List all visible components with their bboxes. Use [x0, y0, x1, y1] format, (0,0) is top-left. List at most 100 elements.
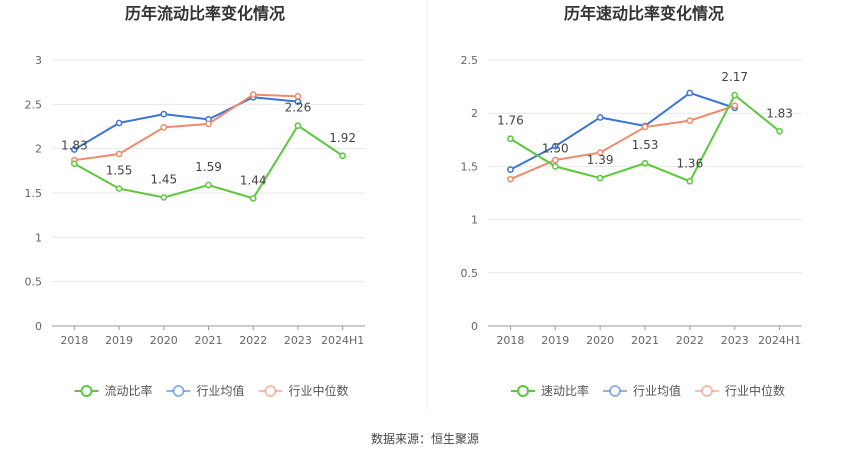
chart-title: 历年流动比率变化情况	[125, 4, 285, 23]
data-point	[551, 142, 559, 150]
series-line-2	[510, 104, 736, 181]
data-label: 1.44	[240, 173, 267, 187]
data-point	[686, 117, 694, 124]
y-tick-label: 0	[35, 320, 42, 333]
data-label: 2.17	[721, 70, 748, 84]
x-tick-label: 2024H1	[321, 334, 364, 347]
legend-marker	[80, 385, 93, 397]
y-tick-label: 0	[471, 320, 478, 333]
data-point	[596, 174, 604, 182]
data-label: 2.26	[285, 101, 312, 115]
data-label: 1.36	[676, 156, 703, 170]
data-label: 1.83	[766, 106, 793, 120]
data-label: 1.55	[106, 164, 133, 178]
data-label: 1.59	[195, 160, 222, 174]
x-tick-label: 2018	[496, 334, 524, 347]
data-point	[731, 91, 739, 99]
data-point	[551, 156, 559, 164]
data-point	[339, 152, 346, 160]
legend-label: 速动比率	[541, 383, 589, 398]
y-tick-label: 1.5	[461, 160, 479, 173]
data-point	[115, 119, 123, 127]
data-point	[249, 194, 257, 202]
data-point	[507, 166, 514, 173]
x-tick-label: 2018	[60, 334, 88, 347]
data-label: 1.39	[587, 153, 614, 167]
legend-item-2[interactable]: 行业中位数	[258, 383, 349, 398]
x-tick-label: 2021	[195, 334, 223, 347]
data-label: 1.76	[497, 114, 524, 128]
series-line-2	[74, 93, 298, 162]
x-tick-label: 2019	[541, 334, 569, 347]
x-tick-label: 2023	[721, 334, 749, 347]
chart-title: 历年速动比率变化情况	[564, 4, 724, 23]
data-point	[641, 159, 649, 167]
data-label: 1.50	[542, 141, 569, 155]
y-tick-label: 2.5	[461, 54, 479, 67]
x-tick-label: 2020	[586, 334, 614, 347]
y-tick-label: 3	[35, 54, 42, 67]
data-point	[731, 102, 739, 110]
legend-label: 流动比率	[105, 383, 153, 398]
x-tick-label: 2020	[150, 334, 178, 347]
data-point	[160, 124, 168, 131]
data-point	[551, 163, 559, 170]
legend-item-1[interactable]: 行业均值	[166, 383, 245, 398]
data-point	[294, 93, 302, 100]
legend-item-2[interactable]: 行业中位数	[695, 383, 785, 398]
data-point	[507, 175, 514, 183]
y-tick-label: 2	[471, 107, 478, 120]
data-point	[294, 122, 302, 129]
data-point	[115, 185, 123, 192]
quick-ratio-chart: 历年速动比率变化情况 0 0.5 1 1.5 2 2.5 2018 2019 2020 2021 20…	[461, 4, 802, 398]
data-source: 数据来源：恒生聚源	[371, 431, 479, 446]
legend-item-0[interactable]: 速动比率	[511, 383, 589, 398]
data-point	[596, 114, 604, 121]
y-tick-label: 2.5	[25, 98, 43, 111]
x-tick-label: 2022	[676, 334, 704, 347]
legend-label: 行业中位数	[725, 383, 785, 398]
legend-label: 行业中位数	[289, 383, 349, 398]
data-point	[776, 127, 783, 135]
y-tick-label: 1	[471, 214, 478, 227]
legend-marker	[609, 385, 621, 397]
data-point	[686, 177, 694, 185]
data-point	[205, 181, 212, 189]
legend-marker	[172, 385, 185, 397]
data-point	[160, 110, 168, 118]
data-point	[686, 89, 694, 97]
legend-label: 行业均值	[633, 383, 681, 398]
x-tick-label: 2024H1	[758, 334, 801, 347]
data-point	[641, 123, 649, 131]
data-point	[71, 160, 78, 168]
data-label: 1.83	[61, 139, 88, 153]
series-line-1	[509, 91, 736, 171]
data-point	[507, 135, 514, 143]
y-tick-label: 0.5	[461, 267, 479, 280]
legend-marker	[701, 385, 713, 397]
data-point	[205, 120, 212, 128]
y-tick-label: 0.5	[25, 276, 43, 289]
legend-marker	[264, 385, 277, 397]
data-label: 1.45	[150, 172, 177, 186]
series-line-1	[73, 96, 299, 151]
y-tick-label: 2	[35, 143, 42, 156]
y-tick-label: 1.5	[25, 187, 43, 200]
y-tick-label: 1	[35, 231, 42, 244]
data-point	[596, 149, 604, 156]
legend-item-1[interactable]: 行业均值	[603, 383, 681, 398]
x-tick-label: 2023	[284, 334, 312, 347]
legend-item-0[interactable]: 流动比率	[74, 383, 153, 398]
x-tick-label: 2022	[239, 334, 267, 347]
data-label: 1.53	[632, 138, 659, 152]
data-label: 1.92	[329, 131, 356, 145]
x-tick-label: 2021	[631, 334, 659, 347]
current-ratio-chart: 历年流动比率变化情况 0 0.5 1 1.5 2 2.5 3 2018 2019 2020 2021 2…	[25, 4, 365, 398]
data-point	[160, 194, 168, 201]
legend-label: 行业均值	[197, 383, 245, 398]
legend-marker	[517, 385, 529, 397]
data-point	[71, 146, 78, 153]
data-point	[115, 150, 123, 158]
x-tick-label: 2019	[105, 334, 133, 347]
